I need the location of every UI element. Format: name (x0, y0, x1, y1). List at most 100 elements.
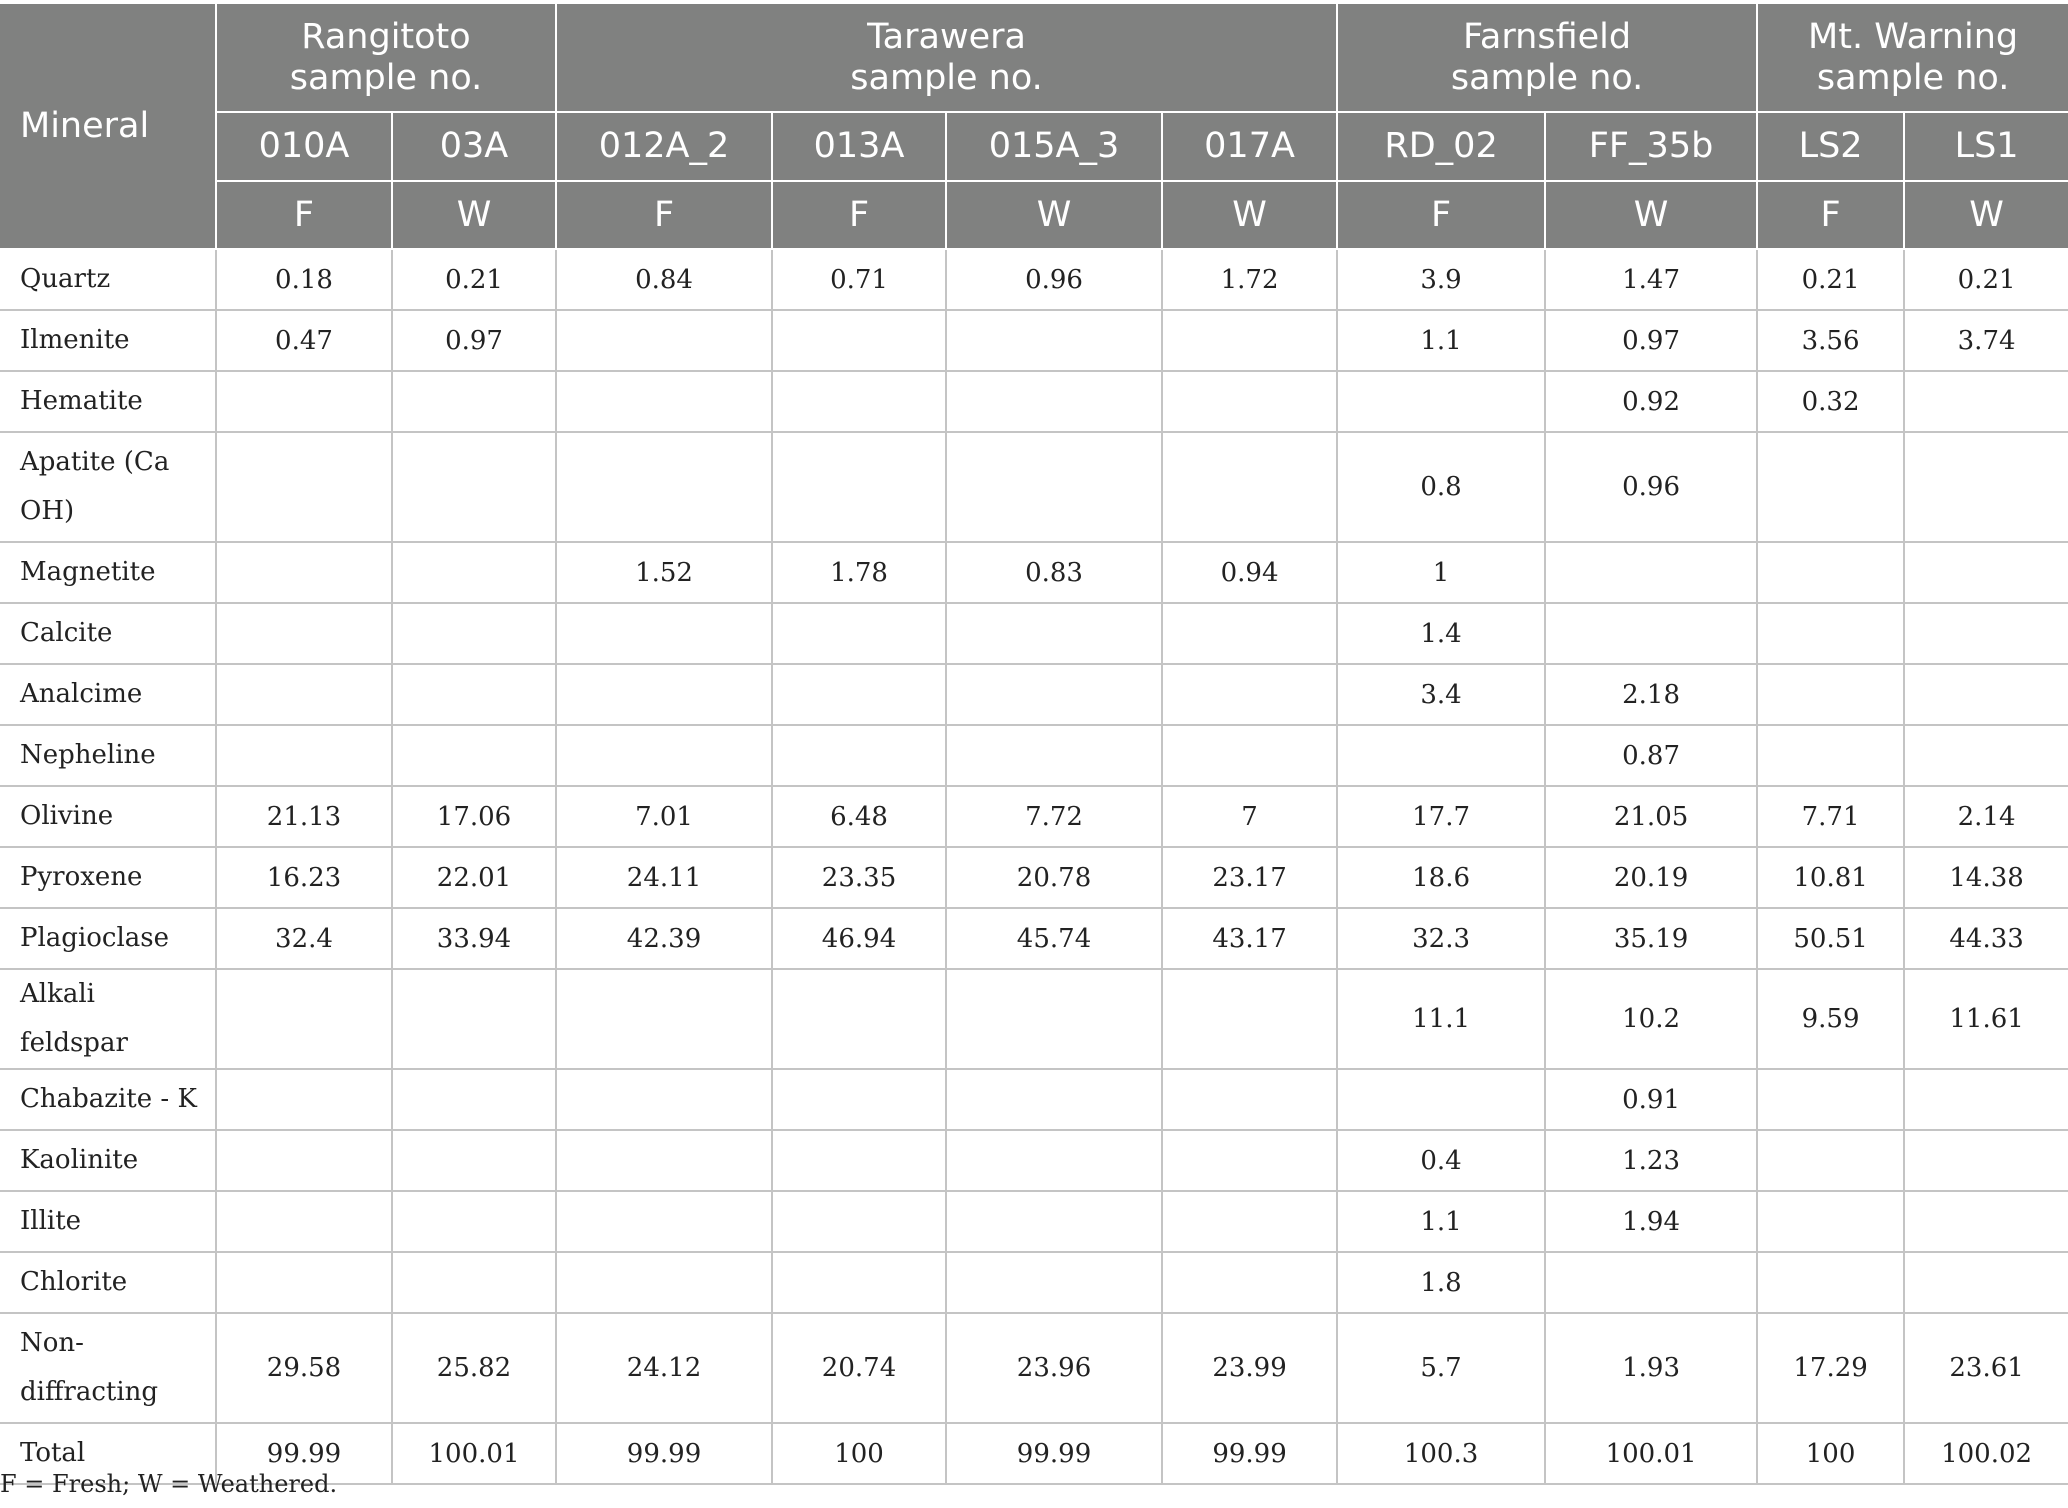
value-cell (1903, 1190, 2068, 1253)
value-cell: 29.58 (215, 1312, 393, 1424)
value-cell: 0.94 (1161, 541, 1339, 604)
condition-header: W (945, 181, 1163, 250)
table-row: Hematite 0.92 0.32 (0, 370, 2068, 433)
mineral-composition-table: Mineral Rangitoto sample no. Tarawera sa… (0, 4, 2068, 1485)
value-cell: 9.59 (1756, 968, 1906, 1070)
value-cell (215, 1129, 393, 1192)
value-cell: 35.19 (1544, 907, 1759, 970)
value-cell (1161, 663, 1339, 726)
value-cell (1756, 1190, 1906, 1253)
site-name: Rangitoto (301, 16, 471, 57)
value-cell: 46.94 (771, 907, 948, 970)
value-cell: 0.83 (945, 541, 1164, 604)
value-cell: 1.94 (1544, 1190, 1759, 1253)
table-row: Alkali feldspar 11.1 10.2 9.59 11.61 (0, 968, 2068, 1070)
value-cell (215, 1190, 393, 1253)
value-cell (390, 1251, 558, 1314)
mineral-name-cell: Calcite (0, 602, 217, 665)
sample-id-row: 010A 03A 012A_2 013A 015A_3 017A RD_02 F… (0, 112, 2068, 182)
sample-id-header: LS1 (1903, 112, 2068, 182)
value-cell: 1.1 (1336, 309, 1547, 372)
value-cell (390, 1190, 558, 1253)
value-cell (1903, 663, 2068, 726)
mineral-name-cell: Ilmenite (0, 309, 217, 372)
value-cell: 99.99 (555, 1422, 774, 1485)
value-cell (945, 968, 1164, 1070)
value-cell: 10.81 (1756, 846, 1906, 909)
value-cell (771, 431, 948, 543)
value-cell (771, 968, 948, 1070)
value-cell: 43.17 (1161, 907, 1339, 970)
value-cell: 5.7 (1336, 1312, 1547, 1424)
value-cell (215, 968, 393, 1070)
value-cell: 1.8 (1336, 1251, 1547, 1314)
mineral-name-cell: Kaolinite (0, 1129, 217, 1192)
value-cell: 32.3 (1336, 907, 1547, 970)
condition-header: F (215, 181, 392, 250)
value-cell (1161, 370, 1339, 433)
mineral-name-cell: Chlorite (0, 1251, 217, 1314)
value-cell: 0.84 (555, 249, 774, 311)
value-cell: 0.92 (1544, 370, 1759, 433)
value-cell (555, 1251, 774, 1314)
value-cell: 44.33 (1903, 907, 2068, 970)
site-header-row: Mineral Rangitoto sample no. Tarawera sa… (0, 4, 2068, 250)
value-cell: 2.14 (1903, 785, 2068, 848)
value-cell: 33.94 (390, 907, 558, 970)
mineral-name-cell: Illite (0, 1190, 217, 1253)
value-cell (390, 968, 558, 1070)
site-header-mt-warning: Mt. Warning sample no. (1756, 4, 2068, 113)
value-cell: 23.17 (1161, 846, 1339, 909)
value-cell: 7 (1161, 785, 1339, 848)
value-cell (945, 370, 1164, 433)
value-cell (215, 541, 393, 604)
mineral-name-cell: Total (0, 1422, 217, 1485)
value-cell (771, 309, 948, 372)
value-cell (771, 370, 948, 433)
value-cell (1161, 968, 1339, 1070)
sample-id-header: 013A (771, 112, 947, 182)
value-cell (1756, 1068, 1906, 1131)
value-cell: 7.72 (945, 785, 1164, 848)
value-cell: 1 (1336, 541, 1547, 604)
site-sample-label: sample no. (850, 57, 1043, 98)
value-cell (215, 724, 393, 787)
value-cell (1161, 431, 1339, 543)
value-cell (1903, 431, 2068, 543)
value-cell: 25.82 (390, 1312, 558, 1424)
value-cell (555, 663, 774, 726)
mineral-name-cell: Analcime (0, 663, 217, 726)
value-cell (555, 602, 774, 665)
value-cell (1903, 724, 2068, 787)
value-cell (555, 1190, 774, 1253)
sample-id-header: 010A (215, 112, 392, 182)
value-cell: 0.47 (215, 309, 393, 372)
value-cell (1903, 1251, 2068, 1314)
value-cell: 7.01 (555, 785, 774, 848)
value-cell: 0.21 (1756, 249, 1906, 311)
value-cell: 21.13 (215, 785, 393, 848)
site-header-rangitoto: Rangitoto sample no. (214, 4, 557, 113)
value-cell: 22.01 (390, 846, 558, 909)
value-cell (1161, 1068, 1339, 1131)
value-cell (1756, 663, 1906, 726)
value-cell (1903, 370, 2068, 433)
table-row: Kaolinite 0.4 1.23 (0, 1129, 2068, 1192)
value-cell (945, 309, 1164, 372)
value-cell: 3.74 (1903, 309, 2068, 372)
value-cell: 1.4 (1336, 602, 1547, 665)
value-cell (771, 1251, 948, 1314)
table-row: Total 99.99 100.01 99.99 100 99.99 99.99 100.3 1… (0, 1422, 2068, 1485)
value-cell (1544, 1251, 1759, 1314)
value-cell: 20.19 (1544, 846, 1759, 909)
table-row: Plagioclase 32.4 33.94 42.39 46.94 45.74 43.17… (0, 907, 2068, 970)
value-cell: 1.23 (1544, 1129, 1759, 1192)
value-cell (555, 1068, 774, 1131)
value-cell (945, 1190, 1164, 1253)
mineral-name-cell: Apatite (Ca OH) (0, 431, 217, 543)
site-sample-label: sample no. (1816, 57, 2010, 98)
value-cell (1544, 602, 1759, 665)
value-cell: 32.4 (215, 907, 393, 970)
value-cell (1903, 541, 2068, 604)
table-row: Illite 1.1 1.94 (0, 1190, 2068, 1253)
